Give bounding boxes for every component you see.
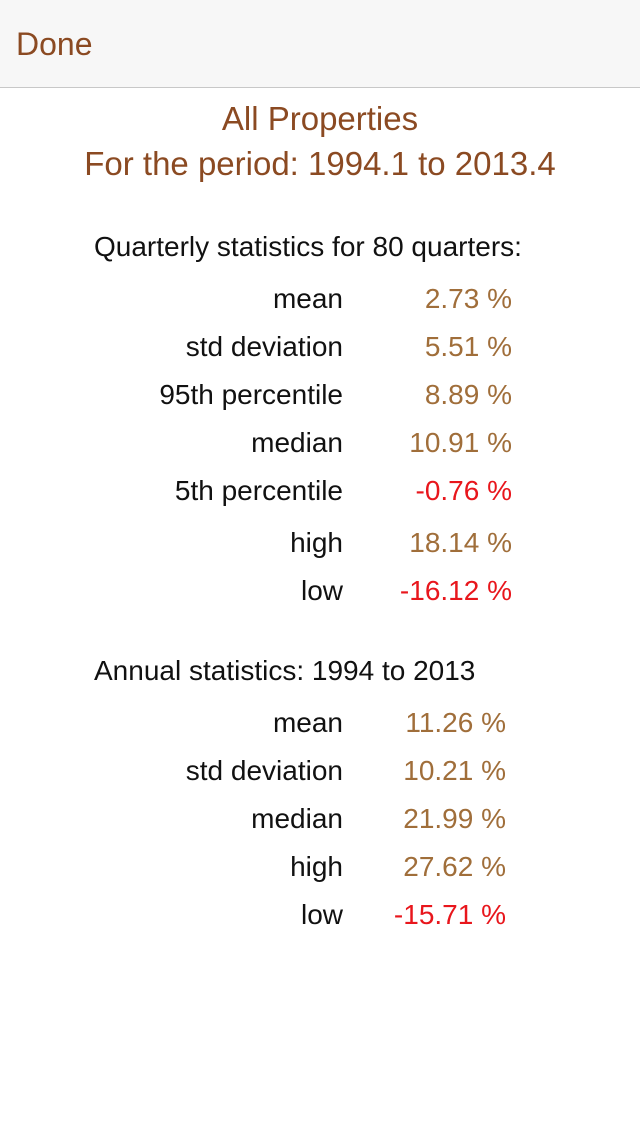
stat-label: std deviation [185, 755, 343, 786]
quarterly-row-low: low -16.12 % [0, 571, 640, 611]
done-button[interactable]: Done [16, 22, 93, 66]
stat-label: median [251, 427, 343, 458]
stat-value: 27.62 % [403, 851, 506, 882]
stat-label: std deviation [185, 331, 343, 362]
stat-value: 11.26 % [405, 707, 506, 738]
stat-label: median [251, 803, 343, 834]
stat-value: 10.91 % [409, 427, 512, 458]
stat-label: mean [272, 283, 343, 314]
quarterly-row-high: high 18.14 % [0, 523, 640, 563]
stat-value: 2.73 % [424, 283, 512, 314]
stat-label: high [290, 527, 343, 558]
stat-label: 5th percentile [174, 475, 343, 506]
stat-label: mean [272, 707, 343, 738]
page-title: All Properties [221, 100, 419, 137]
annual-heading: Annual statistics: 1994 to 2013 [94, 655, 476, 686]
annual-row-median: median 21.99 % [0, 799, 640, 839]
quarterly-row-95th-percentile: 95th percentile 8.89 % [0, 375, 640, 415]
quarterly-row-mean: mean 2.73 % [0, 279, 640, 319]
navigation-bar: Done [0, 0, 640, 88]
stat-value: -15.71 % [393, 899, 506, 930]
quarterly-heading: Quarterly statistics for 80 quarters: [94, 231, 522, 262]
annual-row-low: low -15.71 % [0, 895, 640, 935]
quarterly-row-5th-percentile: 5th percentile -0.76 % [0, 471, 640, 511]
stat-value: 5.51 % [424, 331, 512, 362]
annual-row-mean: mean 11.26 % [0, 703, 640, 743]
annual-row-high: high 27.62 % [0, 847, 640, 887]
stat-value: 21.99 % [403, 803, 506, 834]
stat-value: -0.76 % [415, 475, 513, 506]
stat-label: low [300, 575, 343, 606]
quarterly-row-std-deviation: std deviation 5.51 % [0, 327, 640, 367]
stat-value: 18.14 % [409, 527, 512, 558]
period-subtitle: For the period: 1994.1 to 2013.4 [84, 145, 556, 182]
quarterly-row-median: median 10.91 % [0, 423, 640, 463]
annual-row-std-deviation: std deviation 10.21 % [0, 751, 640, 791]
stat-value: -16.12 % [399, 575, 512, 606]
stat-label: high [290, 851, 343, 882]
stat-value: 10.21 % [403, 755, 506, 786]
stat-value: 8.89 % [424, 379, 512, 410]
stat-label: low [300, 899, 343, 930]
stat-label: 95th percentile [159, 379, 343, 410]
